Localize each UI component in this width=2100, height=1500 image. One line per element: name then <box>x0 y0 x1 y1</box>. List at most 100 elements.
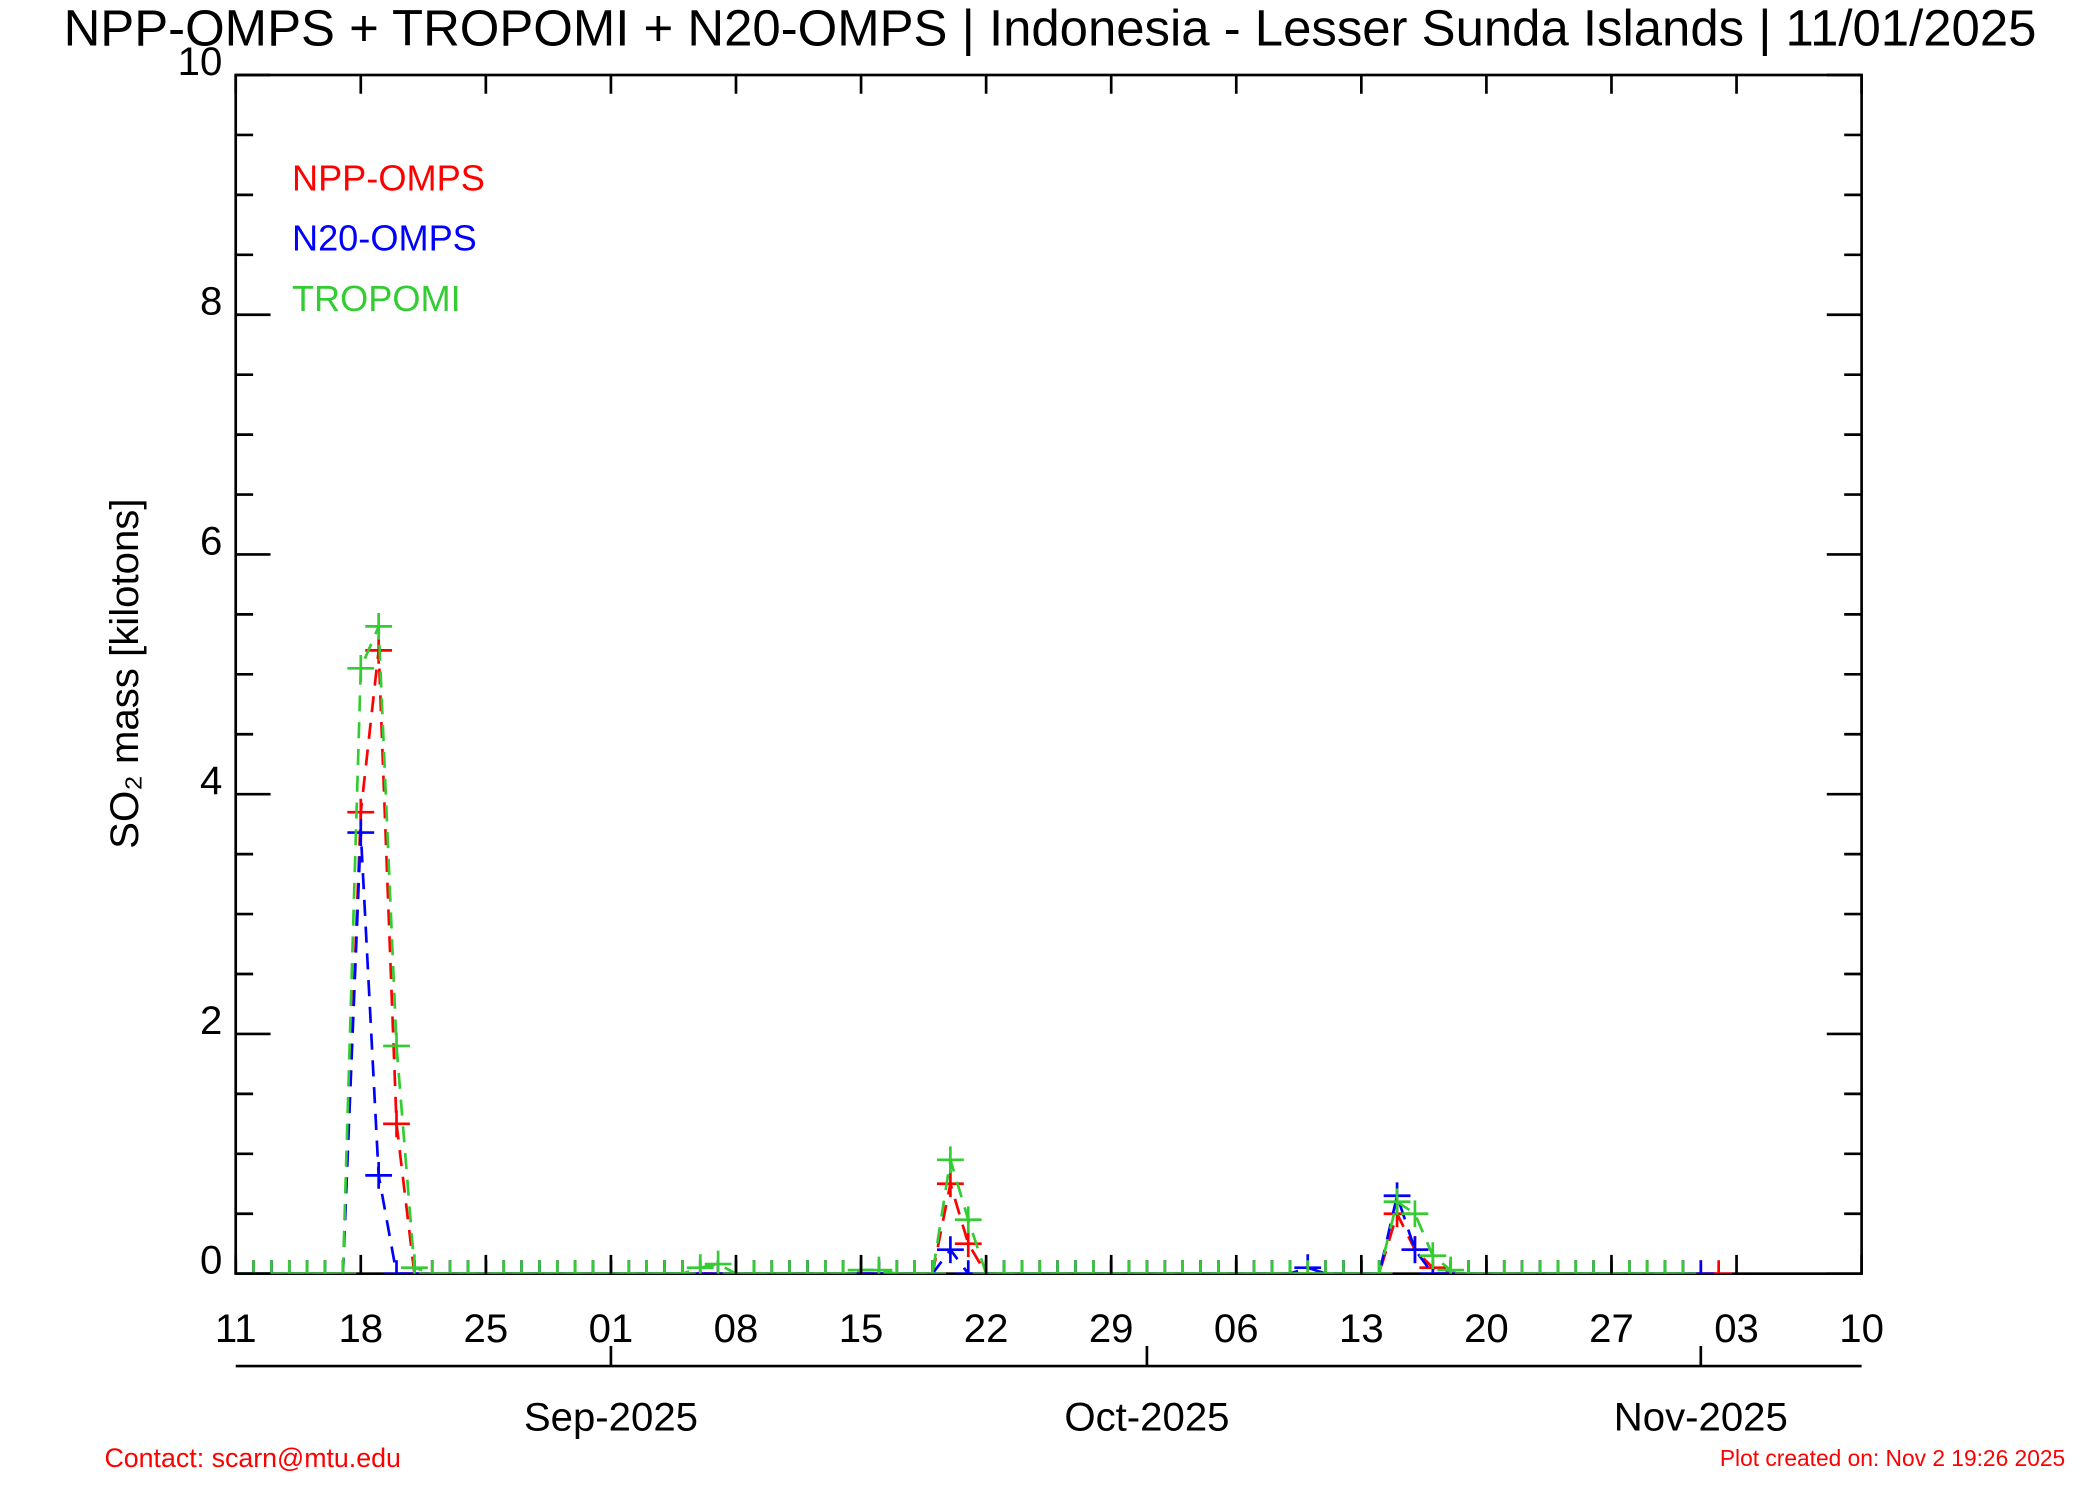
point-marker <box>490 1260 518 1274</box>
point-marker <box>615 1260 643 1274</box>
point-marker <box>1205 1260 1232 1274</box>
point-marker <box>365 612 393 640</box>
point-marker <box>936 1170 964 1198</box>
series-line <box>235 625 1683 1274</box>
point-marker <box>240 1260 267 1274</box>
point-marker <box>347 819 375 846</box>
point-marker <box>776 1260 803 1274</box>
point-marker <box>686 1254 714 1274</box>
point-marker <box>258 1260 285 1274</box>
point-marker <box>883 1260 911 1274</box>
point-marker <box>561 1260 589 1274</box>
point-marker <box>704 1250 732 1274</box>
point-marker <box>293 1260 321 1274</box>
point-marker <box>865 1256 893 1274</box>
y-tick-label: 4 <box>200 758 222 803</box>
point-marker <box>436 1260 464 1274</box>
point-marker <box>668 1260 696 1274</box>
x-tick-label: 03 <box>1714 1306 1759 1351</box>
series-line <box>235 650 1719 1274</box>
point-marker <box>1187 1260 1214 1274</box>
point-marker <box>936 1236 964 1264</box>
point-marker <box>1651 1260 1679 1274</box>
contact: Contact: scarn@mtu.edu <box>104 1443 400 1473</box>
point-marker <box>418 1260 446 1274</box>
point-marker <box>1580 1260 1607 1274</box>
x-tick-label: 18 <box>338 1306 383 1351</box>
point-marker <box>1383 1188 1411 1216</box>
month-label: Oct-2025 <box>1064 1394 1229 1439</box>
point-marker <box>1490 1260 1518 1274</box>
y-tick-label: 2 <box>200 998 222 1043</box>
point-marker <box>311 1260 339 1274</box>
point-marker <box>901 1260 929 1274</box>
point-marker <box>1508 1260 1536 1274</box>
point-marker <box>1544 1260 1572 1274</box>
point-marker <box>1044 1260 1071 1274</box>
point-marker <box>383 1110 410 1138</box>
point-marker <box>954 1260 982 1274</box>
point-marker <box>954 1206 982 1234</box>
point-marker <box>1437 1256 1465 1274</box>
point-marker <box>990 1260 1018 1274</box>
point-marker <box>1240 1260 1268 1274</box>
y-tick-label: 6 <box>200 518 222 563</box>
legend-entry: N20-OMPS <box>292 218 477 259</box>
point-marker <box>954 1230 982 1258</box>
point-marker <box>1258 1260 1286 1274</box>
point-marker <box>1079 1260 1107 1274</box>
point-marker <box>1455 1260 1482 1274</box>
point-marker <box>829 1260 857 1274</box>
x-tick-label: 25 <box>464 1306 509 1351</box>
x-tick-label: 01 <box>589 1306 634 1351</box>
point-marker <box>454 1260 482 1274</box>
chart-title: NPP-OMPS + TROPOMI + N20-OMPS | Indonesi… <box>64 0 2037 57</box>
point-marker <box>1026 1260 1054 1274</box>
point-marker <box>936 1146 964 1174</box>
point-marker <box>1008 1260 1036 1274</box>
legend-entry: NPP-OMPS <box>292 157 485 198</box>
x-tick-label: 22 <box>964 1306 1009 1351</box>
created-note: Plot created on: Nov 2 19:26 2025 <box>1720 1445 2065 1471</box>
point-marker <box>1169 1260 1197 1274</box>
x-tick-label: 15 <box>839 1306 884 1351</box>
y-axis-label: SO₂ mass [kilotons] <box>102 498 147 848</box>
point-marker <box>1705 1260 1733 1274</box>
point-marker <box>1151 1260 1179 1274</box>
point-marker <box>633 1260 661 1274</box>
month-label: Sep-2025 <box>524 1394 698 1439</box>
point-marker <box>383 1032 410 1060</box>
point-marker <box>740 1260 768 1274</box>
x-tick-label: 08 <box>714 1306 759 1351</box>
y-tick-label: 10 <box>178 39 223 84</box>
plot-frame <box>234 73 1863 1275</box>
point-marker <box>365 1161 393 1189</box>
point-marker <box>1062 1260 1089 1274</box>
point-marker <box>1687 1260 1715 1274</box>
point-marker <box>1294 1260 1322 1274</box>
point-marker <box>1115 1260 1143 1274</box>
point-marker <box>526 1260 553 1274</box>
x-tick-label: 10 <box>1839 1306 1884 1351</box>
point-marker <box>651 1260 678 1274</box>
point-marker <box>1133 1260 1161 1274</box>
point-marker <box>919 1260 946 1274</box>
y-tick-label: 8 <box>200 279 222 324</box>
point-marker <box>1330 1260 1357 1274</box>
point-marker <box>758 1260 786 1274</box>
point-marker <box>383 1260 410 1274</box>
point-marker <box>275 1260 303 1274</box>
point-marker <box>347 654 375 682</box>
plot-area <box>235 612 1733 1274</box>
point-marker <box>1669 1260 1697 1274</box>
point-marker <box>1401 1236 1429 1264</box>
point-marker <box>794 1260 821 1274</box>
point-marker <box>329 1260 357 1274</box>
point-marker <box>1526 1260 1554 1274</box>
point-marker <box>1419 1242 1447 1270</box>
point-marker <box>1633 1260 1661 1274</box>
point-marker <box>1615 1260 1643 1274</box>
x-tick-label: 11 <box>215 1306 257 1351</box>
point-marker <box>1401 1200 1429 1228</box>
